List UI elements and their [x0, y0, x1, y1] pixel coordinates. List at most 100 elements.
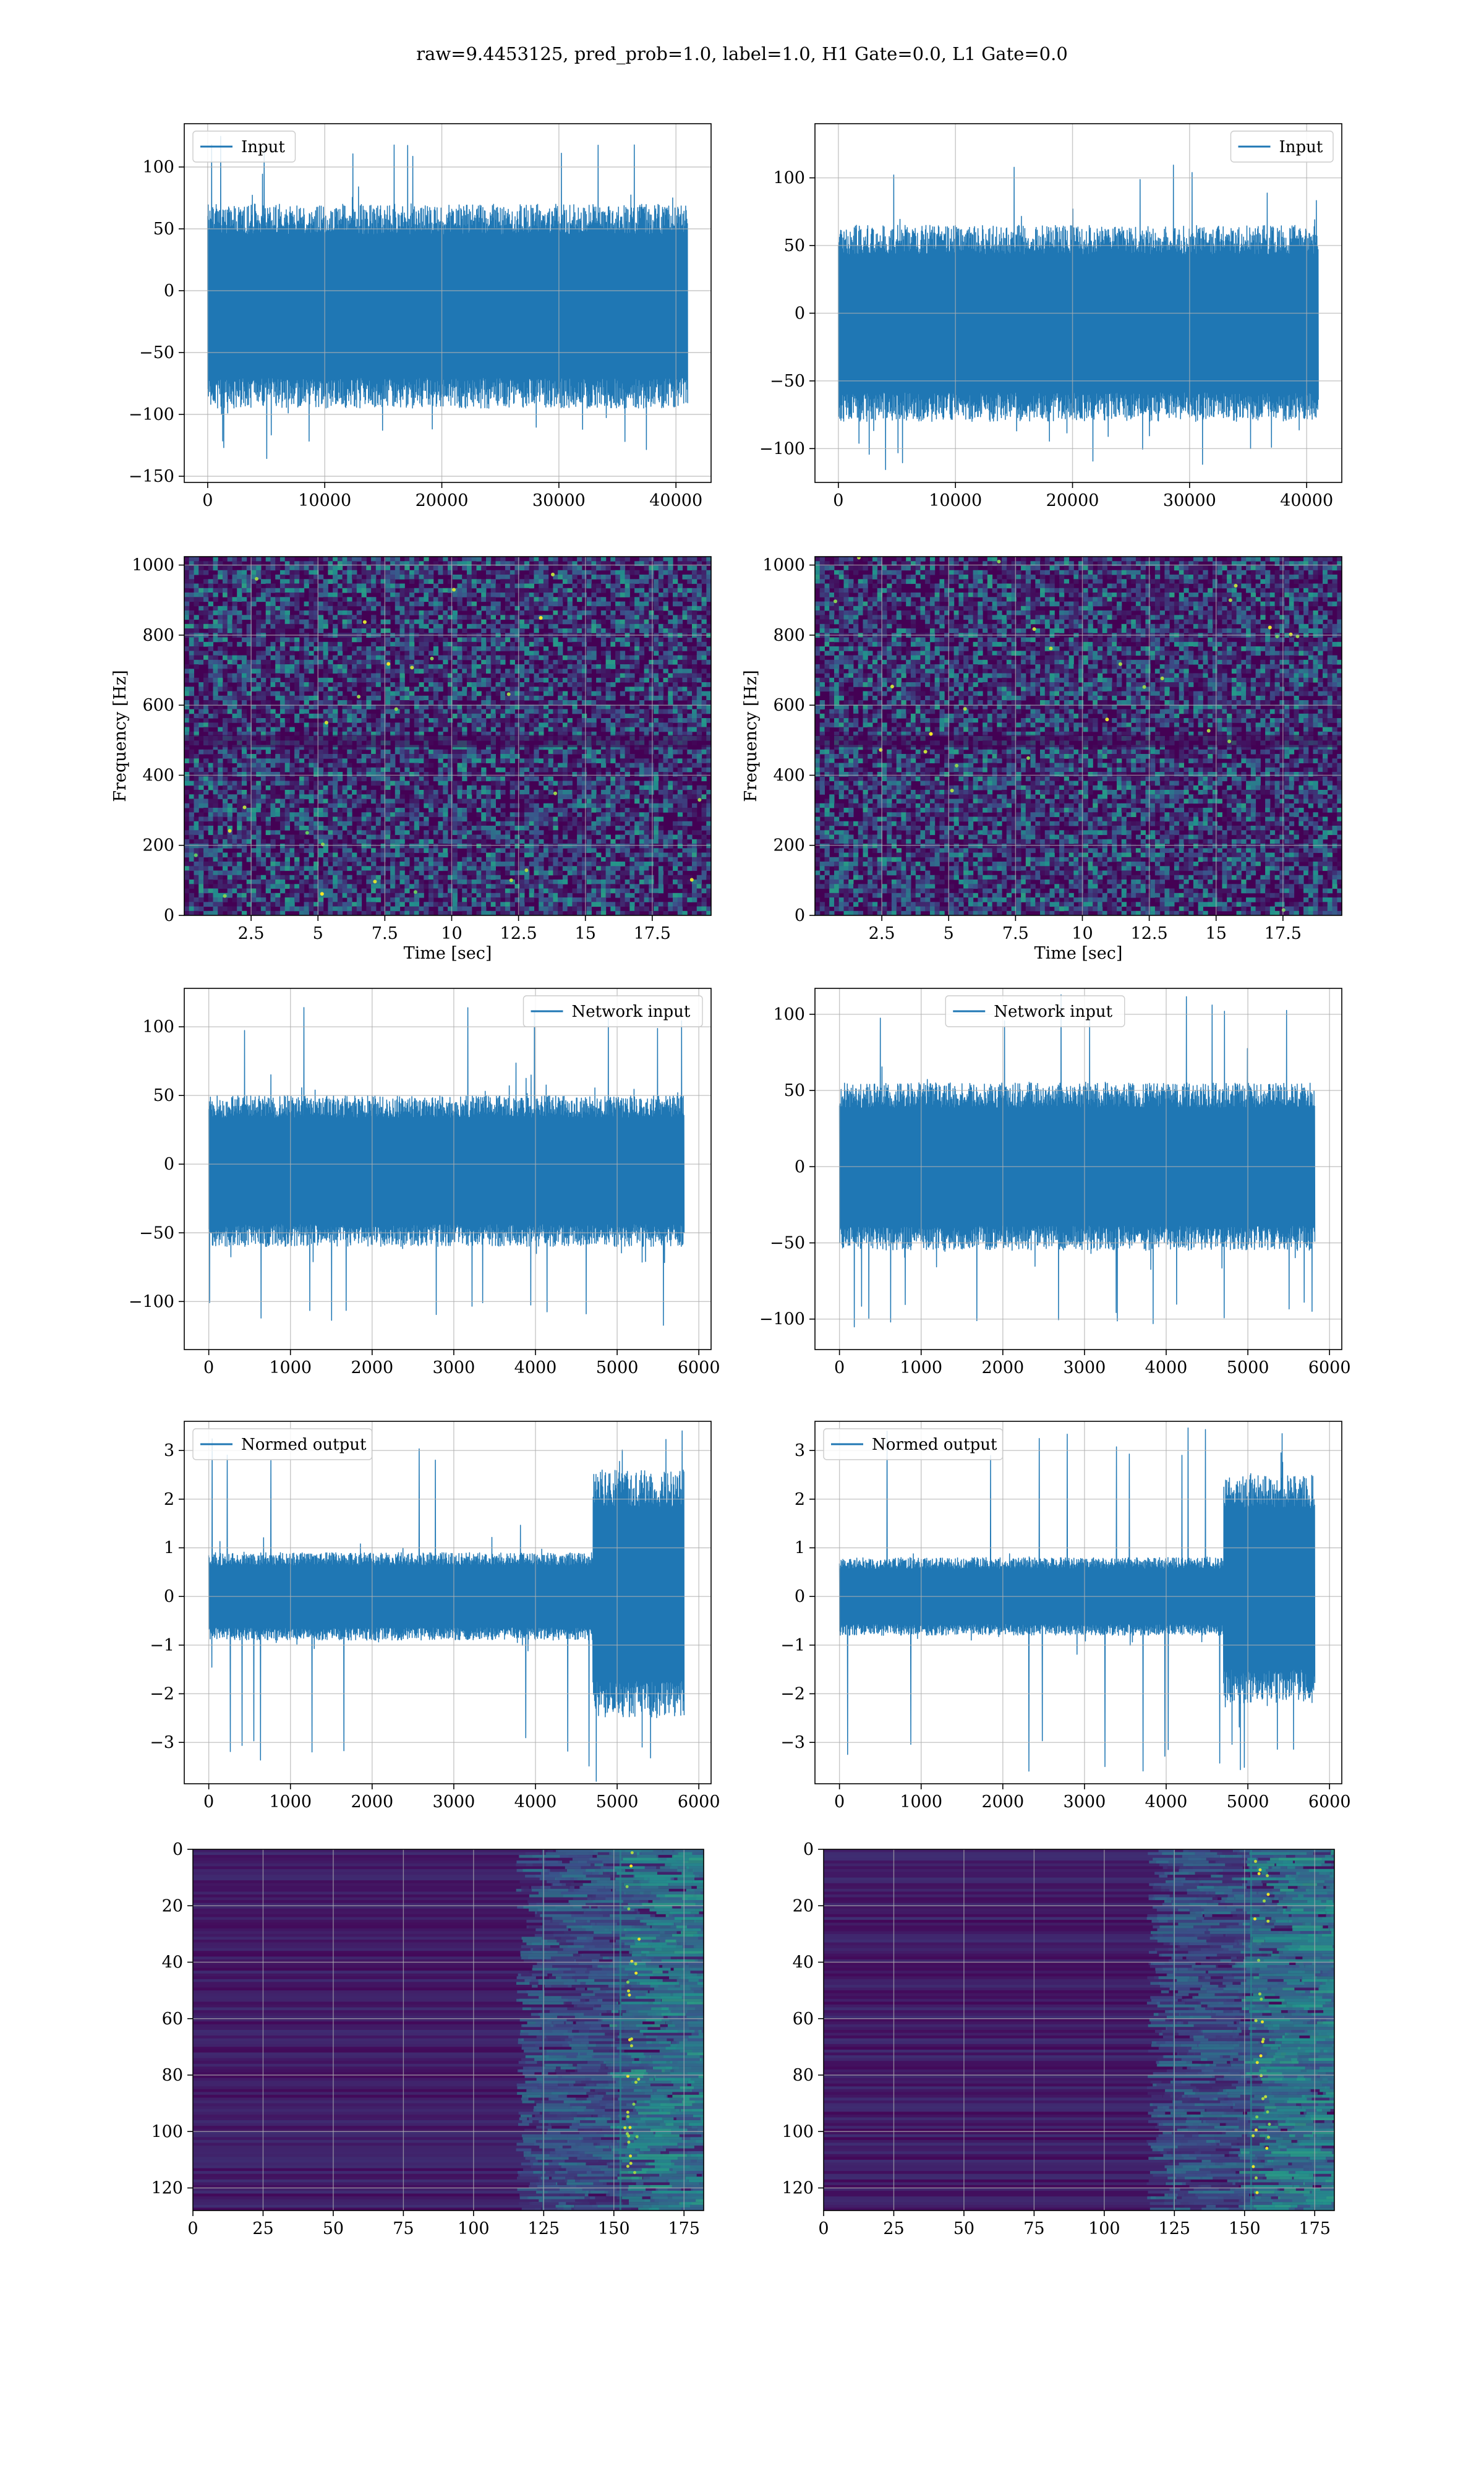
- heatmap-cell: [529, 772, 534, 777]
- heatmap-cell: [213, 754, 218, 759]
- heatmap-cell: [481, 821, 487, 826]
- heatmap-cell: [184, 888, 190, 894]
- heatmap-cell: [409, 606, 415, 611]
- heatmap-cell: [424, 844, 429, 849]
- heatmap-cell: [309, 687, 314, 692]
- heatmap-cell: [524, 583, 530, 589]
- heatmap-cell: [553, 888, 558, 894]
- heatmap-cell: [394, 884, 401, 889]
- heatmap-cell: [352, 731, 357, 737]
- heatmap-cell: [279, 866, 286, 871]
- heatmap-cell: [237, 857, 242, 862]
- heatmap-cell: [371, 870, 377, 876]
- heatmap-cell: [313, 910, 319, 915]
- heatmap-cell: [275, 816, 281, 822]
- heatmap-cell: [529, 579, 534, 584]
- heatmap-cell: [452, 906, 458, 912]
- heatmap-cell: [562, 570, 568, 575]
- heatmap-cell: [429, 749, 434, 755]
- heatmap-cell: [309, 906, 314, 912]
- heatmap-cell: [524, 673, 530, 678]
- heatmap-cell: [260, 763, 267, 768]
- heatmap-cell: [227, 749, 232, 755]
- heatmap-cell: [514, 669, 520, 674]
- heatmap-cell: [500, 803, 506, 808]
- heatmap-cell: [452, 785, 458, 790]
- heatmap-cell: [577, 776, 582, 782]
- heatmap-cell: [342, 597, 348, 602]
- heatmap-cell: [534, 664, 539, 669]
- heatmap-cell: [476, 772, 482, 777]
- heatmap-cell: [514, 655, 520, 661]
- heatmap-cell: [260, 844, 267, 849]
- heatmap-cell: [323, 677, 328, 683]
- heatmap-cell: [328, 669, 333, 674]
- heatmap-cell: [313, 812, 319, 818]
- heatmap-cell: [394, 794, 401, 800]
- heatmap-cell: [347, 808, 352, 813]
- heatmap-cell: [385, 880, 391, 884]
- heatmap-cell: [486, 852, 492, 858]
- heatmap-cell: [218, 615, 223, 620]
- heatmap-cell: [380, 731, 386, 737]
- heatmap-cell: [586, 718, 592, 723]
- heatmap-cell: [371, 691, 377, 696]
- heatmap-cell: [265, 758, 271, 764]
- heatmap-cell: [375, 880, 382, 884]
- heatmap-cell: [424, 776, 429, 782]
- heatmap-cell: [553, 852, 558, 858]
- heatmap-cell: [246, 834, 252, 840]
- heatmap-cell: [203, 700, 209, 705]
- heatmap-cell: [333, 880, 338, 884]
- heatmap-cell: [213, 870, 218, 876]
- heatmap-cell: [486, 745, 492, 750]
- heatmap-cell: [399, 862, 405, 867]
- heatmap-cell: [390, 892, 396, 898]
- heatmap-cell: [184, 790, 190, 795]
- heatmap-cell: [394, 745, 401, 750]
- heatmap-cell: [352, 709, 357, 714]
- heatmap-cell: [433, 561, 439, 567]
- heatmap-cell: [218, 682, 223, 687]
- heatmap-cell: [581, 575, 587, 580]
- heatmap-cell: [251, 852, 257, 858]
- heatmap-cell: [256, 763, 262, 768]
- heatmap-cell: [304, 601, 309, 607]
- heatmap-cell: [385, 897, 391, 902]
- heatmap-cell: [361, 767, 367, 773]
- heatmap-cell: [581, 754, 587, 759]
- heatmap-cell: [380, 880, 386, 884]
- heatmap-cell: [203, 790, 209, 795]
- heatmap-cell: [241, 597, 247, 602]
- heatmap-cell: [534, 870, 539, 876]
- heatmap-cell: [510, 583, 515, 589]
- heatmap-cell: [309, 623, 314, 629]
- heatmap-cell: [409, 641, 415, 647]
- heatmap-cell: [275, 623, 281, 629]
- heatmap-cell: [567, 866, 573, 871]
- heatmap-cell: [419, 745, 424, 750]
- heatmap-cell: [539, 808, 544, 813]
- heatmap-cell: [366, 897, 372, 902]
- heatmap-cell: [275, 619, 281, 625]
- heatmap-cell: [218, 857, 223, 862]
- heatmap-cell: [203, 888, 209, 894]
- heatmap-cell: [534, 848, 539, 854]
- heatmap-cell: [347, 601, 352, 607]
- heatmap-cell: [241, 834, 247, 840]
- heatmap-cell: [227, 557, 232, 562]
- heatmap-cell: [529, 816, 534, 822]
- heatmap-cell: [505, 570, 511, 575]
- heatmap-cell: [232, 655, 237, 661]
- heatmap-cell: [514, 606, 520, 611]
- heatmap-cell: [399, 834, 405, 840]
- heatmap-cell: [241, 575, 247, 580]
- heatmap-cell: [476, 669, 482, 674]
- heatmap-cell: [352, 565, 357, 571]
- heatmap-cell: [534, 673, 539, 678]
- heatmap-cell: [529, 888, 534, 894]
- heatmap-cell: [577, 758, 582, 764]
- heatmap-cell: [241, 816, 247, 822]
- heatmap-cell: [490, 745, 496, 750]
- heatmap-cell: [385, 610, 391, 615]
